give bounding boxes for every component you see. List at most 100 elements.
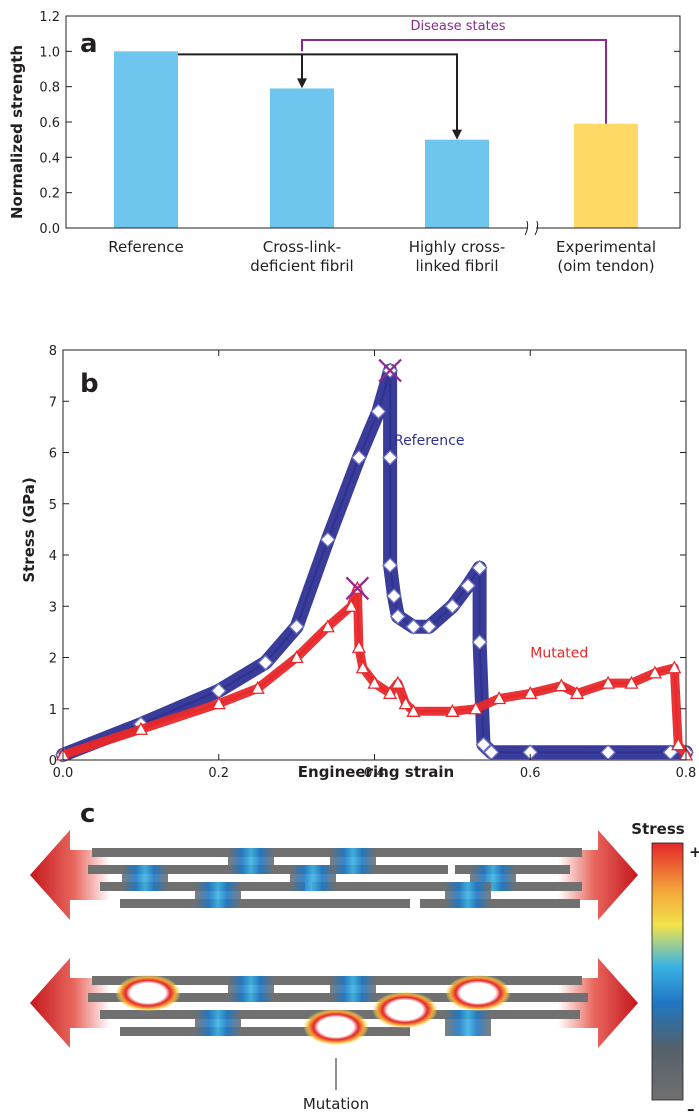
cross-link xyxy=(330,848,376,874)
data-point xyxy=(351,449,367,466)
x-tick-label: 0.2 xyxy=(208,766,229,781)
axis-break-mark xyxy=(524,220,529,236)
y-tick-label: 0.6 xyxy=(39,116,60,131)
data-point xyxy=(289,650,304,664)
data-point xyxy=(382,449,398,466)
y-tick-label: 0.0 xyxy=(39,222,60,237)
data-point xyxy=(569,686,585,700)
series-line-mutated xyxy=(62,587,687,756)
panel-a-label: a xyxy=(80,29,98,59)
x-category-label: Cross-link-deficient fibril xyxy=(250,238,353,275)
data-point xyxy=(382,557,398,574)
data-point xyxy=(671,737,686,751)
panel-b-x-axis-label: Engineering strain xyxy=(298,763,454,781)
panel-c-label: c xyxy=(80,799,95,829)
cross-link xyxy=(195,1010,241,1036)
data-point xyxy=(492,691,507,705)
pull-arrow-right-bottom xyxy=(558,958,638,1048)
cross-link xyxy=(122,865,168,891)
cross-link xyxy=(290,865,336,891)
stress-hotspot xyxy=(446,975,510,1011)
panel-b-label: b xyxy=(80,369,99,399)
reference-connector xyxy=(178,53,458,134)
data-point xyxy=(386,588,402,604)
connector-arrowhead xyxy=(452,129,462,140)
cross-link xyxy=(445,882,491,908)
data-point xyxy=(288,618,305,635)
data-point xyxy=(483,744,500,761)
bar xyxy=(114,51,178,229)
data-point xyxy=(600,744,617,761)
x-tick-label: 0.4 xyxy=(364,766,385,781)
y-tick-label: 1 xyxy=(49,703,57,718)
y-tick-label: 0 xyxy=(49,754,57,769)
colorbar-title: Stress xyxy=(631,820,684,838)
mutation-label: Mutation xyxy=(303,1095,369,1113)
data-point xyxy=(460,577,476,594)
x-category-label: Highly cross-linked fibril xyxy=(409,238,506,275)
data-point xyxy=(421,618,437,635)
data-point xyxy=(390,675,405,689)
data-point xyxy=(523,686,538,700)
failure-cross xyxy=(345,576,370,601)
y-tick-label: 2 xyxy=(49,652,57,667)
data-point xyxy=(370,403,387,420)
y-tick-label: 0.8 xyxy=(39,81,60,96)
data-point xyxy=(257,654,274,671)
data-point xyxy=(367,675,382,689)
series-label-reference: Reference xyxy=(394,433,465,449)
bar xyxy=(574,123,638,228)
data-point xyxy=(351,639,367,653)
colorbar-plus: + xyxy=(689,843,699,861)
data-point xyxy=(554,678,569,692)
series-band-reference xyxy=(56,363,693,762)
data-point xyxy=(320,619,335,633)
data-point xyxy=(355,660,370,674)
stress-hotspot xyxy=(304,1009,368,1045)
y-tick-label: 4 xyxy=(49,549,57,564)
y-tick-label: 5 xyxy=(49,498,57,513)
bar xyxy=(425,139,489,228)
data-point xyxy=(468,701,483,715)
data-point xyxy=(471,559,488,576)
connector-arrowhead xyxy=(297,78,307,89)
data-point xyxy=(444,598,461,615)
y-tick-label: 7 xyxy=(49,395,57,410)
data-point xyxy=(250,680,265,694)
data-point xyxy=(647,665,662,679)
disease-states-bracket xyxy=(301,39,607,124)
data-point xyxy=(211,696,226,710)
x-tick-label: 0.6 xyxy=(520,766,541,781)
fibril-strand xyxy=(420,899,580,908)
cross-link xyxy=(228,976,274,1002)
data-point xyxy=(389,608,406,625)
panel-c-fibril-diagram: c Stress + – Mutation xyxy=(30,799,699,1118)
axis-break-gap xyxy=(528,224,536,232)
data-point xyxy=(382,686,398,700)
panel-a-y-axis-label: Normalized strength xyxy=(8,45,26,219)
y-tick-label: 6 xyxy=(49,447,57,462)
panel-b-y-axis-label: Stress (GPa) xyxy=(20,477,38,582)
data-point xyxy=(475,736,492,753)
x-tick-label: 0.8 xyxy=(676,766,697,781)
fibril-strand xyxy=(120,1027,410,1036)
mutated-fibril xyxy=(88,975,588,1045)
panel-b-line-chart: b Stress (GPa) Engineering strain 0 1 2 3 4 5… xyxy=(20,344,696,781)
x-category-label: Reference xyxy=(108,238,184,256)
bar xyxy=(270,88,334,228)
cross-link xyxy=(195,882,241,908)
pull-arrow-left-bottom xyxy=(30,958,110,1048)
y-tick-label: 1.0 xyxy=(39,45,60,60)
cross-link xyxy=(445,1010,491,1036)
fibril-strand xyxy=(120,899,410,908)
data-point xyxy=(133,721,148,735)
x-category-label: Experimental (oim tendon) xyxy=(556,238,656,275)
data-point xyxy=(624,675,639,689)
data-point xyxy=(601,675,616,689)
series-band-mutated xyxy=(58,583,691,760)
failure-cross xyxy=(378,358,402,383)
stress-hotspot xyxy=(116,975,180,1011)
pull-arrow-left-top xyxy=(30,830,110,920)
data-point xyxy=(406,703,421,717)
